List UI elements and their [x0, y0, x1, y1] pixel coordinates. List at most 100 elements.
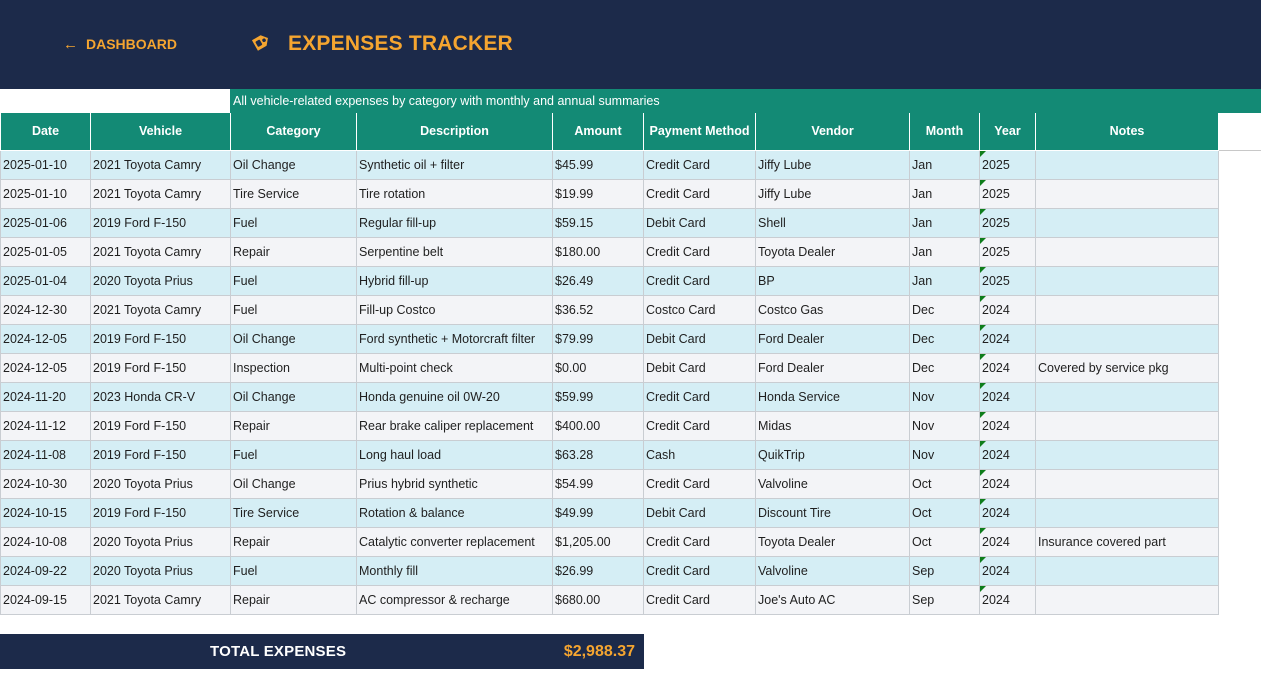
cell-amount[interactable]: $59.15	[552, 207, 644, 238]
cell-category[interactable]: Tire Service	[230, 497, 357, 528]
cell-vehicle[interactable]: 2019 Ford F-150	[90, 207, 231, 238]
cell-date[interactable]: 2024-10-30	[0, 468, 91, 499]
cell-year[interactable]: 2024	[979, 439, 1036, 470]
cell-year[interactable]: 2025	[979, 207, 1036, 238]
cell-description[interactable]: Long haul load	[356, 439, 553, 470]
cell-notes[interactable]	[1035, 236, 1219, 267]
cell-month[interactable]: Dec	[909, 294, 980, 325]
cell-amount[interactable]: $49.99	[552, 497, 644, 528]
cell-vehicle[interactable]: 2023 Honda CR-V	[90, 381, 231, 412]
cell-vehicle[interactable]: 2020 Toyota Prius	[90, 555, 231, 586]
cell-payment-method[interactable]: Cash	[643, 439, 756, 470]
cell-notes[interactable]: Insurance covered part	[1035, 526, 1219, 557]
cell-payment-method[interactable]: Costco Card	[643, 294, 756, 325]
cell-description[interactable]: Prius hybrid synthetic	[356, 468, 553, 499]
cell-category[interactable]: Tire Service	[230, 178, 357, 209]
cell-amount[interactable]: $0.00	[552, 352, 644, 383]
cell-vendor[interactable]: QuikTrip	[755, 439, 910, 470]
cell-description[interactable]: Synthetic oil + filter	[356, 149, 553, 180]
column-header-amount[interactable]: Amount	[552, 113, 644, 151]
cell-amount[interactable]: $680.00	[552, 584, 644, 615]
column-header-payment-method[interactable]: Payment Method	[643, 113, 756, 151]
cell-amount[interactable]: $1,205.00	[552, 526, 644, 557]
cell-year[interactable]: 2025	[979, 265, 1036, 296]
cell-payment-method[interactable]: Credit Card	[643, 555, 756, 586]
cell-date[interactable]: 2024-11-08	[0, 439, 91, 470]
cell-month[interactable]: Oct	[909, 468, 980, 499]
cell-year[interactable]: 2024	[979, 352, 1036, 383]
cell-payment-method[interactable]: Credit Card	[643, 236, 756, 267]
cell-description[interactable]: Serpentine belt	[356, 236, 553, 267]
cell-vendor[interactable]: Toyota Dealer	[755, 526, 910, 557]
cell-notes[interactable]	[1035, 265, 1219, 296]
cell-month[interactable]: Jan	[909, 149, 980, 180]
dashboard-back-link[interactable]: ← DASHBOARD	[63, 35, 177, 53]
cell-date[interactable]: 2024-09-22	[0, 555, 91, 586]
cell-year[interactable]: 2024	[979, 555, 1036, 586]
column-header-date[interactable]: Date	[0, 113, 91, 151]
cell-date[interactable]: 2025-01-06	[0, 207, 91, 238]
cell-month[interactable]: Sep	[909, 584, 980, 615]
cell-category[interactable]: Oil Change	[230, 323, 357, 354]
cell-date[interactable]: 2024-10-15	[0, 497, 91, 528]
column-header-month[interactable]: Month	[909, 113, 980, 151]
cell-notes[interactable]	[1035, 555, 1219, 586]
cell-notes[interactable]	[1035, 323, 1219, 354]
cell-vendor[interactable]: Valvoline	[755, 468, 910, 499]
cell-month[interactable]: Nov	[909, 439, 980, 470]
cell-date[interactable]: 2024-09-15	[0, 584, 91, 615]
cell-notes[interactable]	[1035, 584, 1219, 615]
cell-description[interactable]: Ford synthetic + Motorcraft filter	[356, 323, 553, 354]
cell-month[interactable]: Nov	[909, 410, 980, 441]
cell-category[interactable]: Oil Change	[230, 149, 357, 180]
cell-payment-method[interactable]: Credit Card	[643, 584, 756, 615]
cell-payment-method[interactable]: Debit Card	[643, 497, 756, 528]
cell-amount[interactable]: $45.99	[552, 149, 644, 180]
column-header-vendor[interactable]: Vendor	[755, 113, 910, 151]
cell-vehicle[interactable]: 2021 Toyota Camry	[90, 178, 231, 209]
cell-category[interactable]: Fuel	[230, 555, 357, 586]
cell-amount[interactable]: $400.00	[552, 410, 644, 441]
cell-amount[interactable]: $36.52	[552, 294, 644, 325]
column-header-vehicle[interactable]: Vehicle	[90, 113, 231, 151]
cell-payment-method[interactable]: Debit Card	[643, 323, 756, 354]
cell-amount[interactable]: $26.49	[552, 265, 644, 296]
cell-vehicle[interactable]: 2021 Toyota Camry	[90, 149, 231, 180]
cell-amount[interactable]: $63.28	[552, 439, 644, 470]
cell-category[interactable]: Fuel	[230, 294, 357, 325]
cell-payment-method[interactable]: Credit Card	[643, 265, 756, 296]
cell-category[interactable]: Repair	[230, 410, 357, 441]
cell-vendor[interactable]: Valvoline	[755, 555, 910, 586]
cell-amount[interactable]: $79.99	[552, 323, 644, 354]
cell-year[interactable]: 2024	[979, 526, 1036, 557]
cell-vehicle[interactable]: 2020 Toyota Prius	[90, 526, 231, 557]
cell-description[interactable]: Regular fill-up	[356, 207, 553, 238]
cell-category[interactable]: Repair	[230, 584, 357, 615]
cell-year[interactable]: 2024	[979, 584, 1036, 615]
cell-vehicle[interactable]: 2021 Toyota Camry	[90, 584, 231, 615]
cell-notes[interactable]	[1035, 439, 1219, 470]
cell-vendor[interactable]: Jiffy Lube	[755, 149, 910, 180]
cell-description[interactable]: Tire rotation	[356, 178, 553, 209]
cell-payment-method[interactable]: Debit Card	[643, 207, 756, 238]
cell-description[interactable]: Hybrid fill-up	[356, 265, 553, 296]
cell-year[interactable]: 2024	[979, 294, 1036, 325]
cell-month[interactable]: Sep	[909, 555, 980, 586]
cell-payment-method[interactable]: Credit Card	[643, 149, 756, 180]
cell-date[interactable]: 2025-01-05	[0, 236, 91, 267]
column-header-category[interactable]: Category	[230, 113, 357, 151]
cell-category[interactable]: Oil Change	[230, 468, 357, 499]
cell-notes[interactable]	[1035, 410, 1219, 441]
cell-year[interactable]: 2025	[979, 149, 1036, 180]
cell-amount[interactable]: $180.00	[552, 236, 644, 267]
cell-vendor[interactable]: Shell	[755, 207, 910, 238]
cell-vendor[interactable]: Joe's Auto AC	[755, 584, 910, 615]
cell-amount[interactable]: $26.99	[552, 555, 644, 586]
cell-vendor[interactable]: Toyota Dealer	[755, 236, 910, 267]
cell-year[interactable]: 2024	[979, 381, 1036, 412]
cell-month[interactable]: Oct	[909, 526, 980, 557]
cell-notes[interactable]	[1035, 468, 1219, 499]
cell-amount[interactable]: $54.99	[552, 468, 644, 499]
cell-vehicle[interactable]: 2021 Toyota Camry	[90, 294, 231, 325]
cell-category[interactable]: Fuel	[230, 439, 357, 470]
